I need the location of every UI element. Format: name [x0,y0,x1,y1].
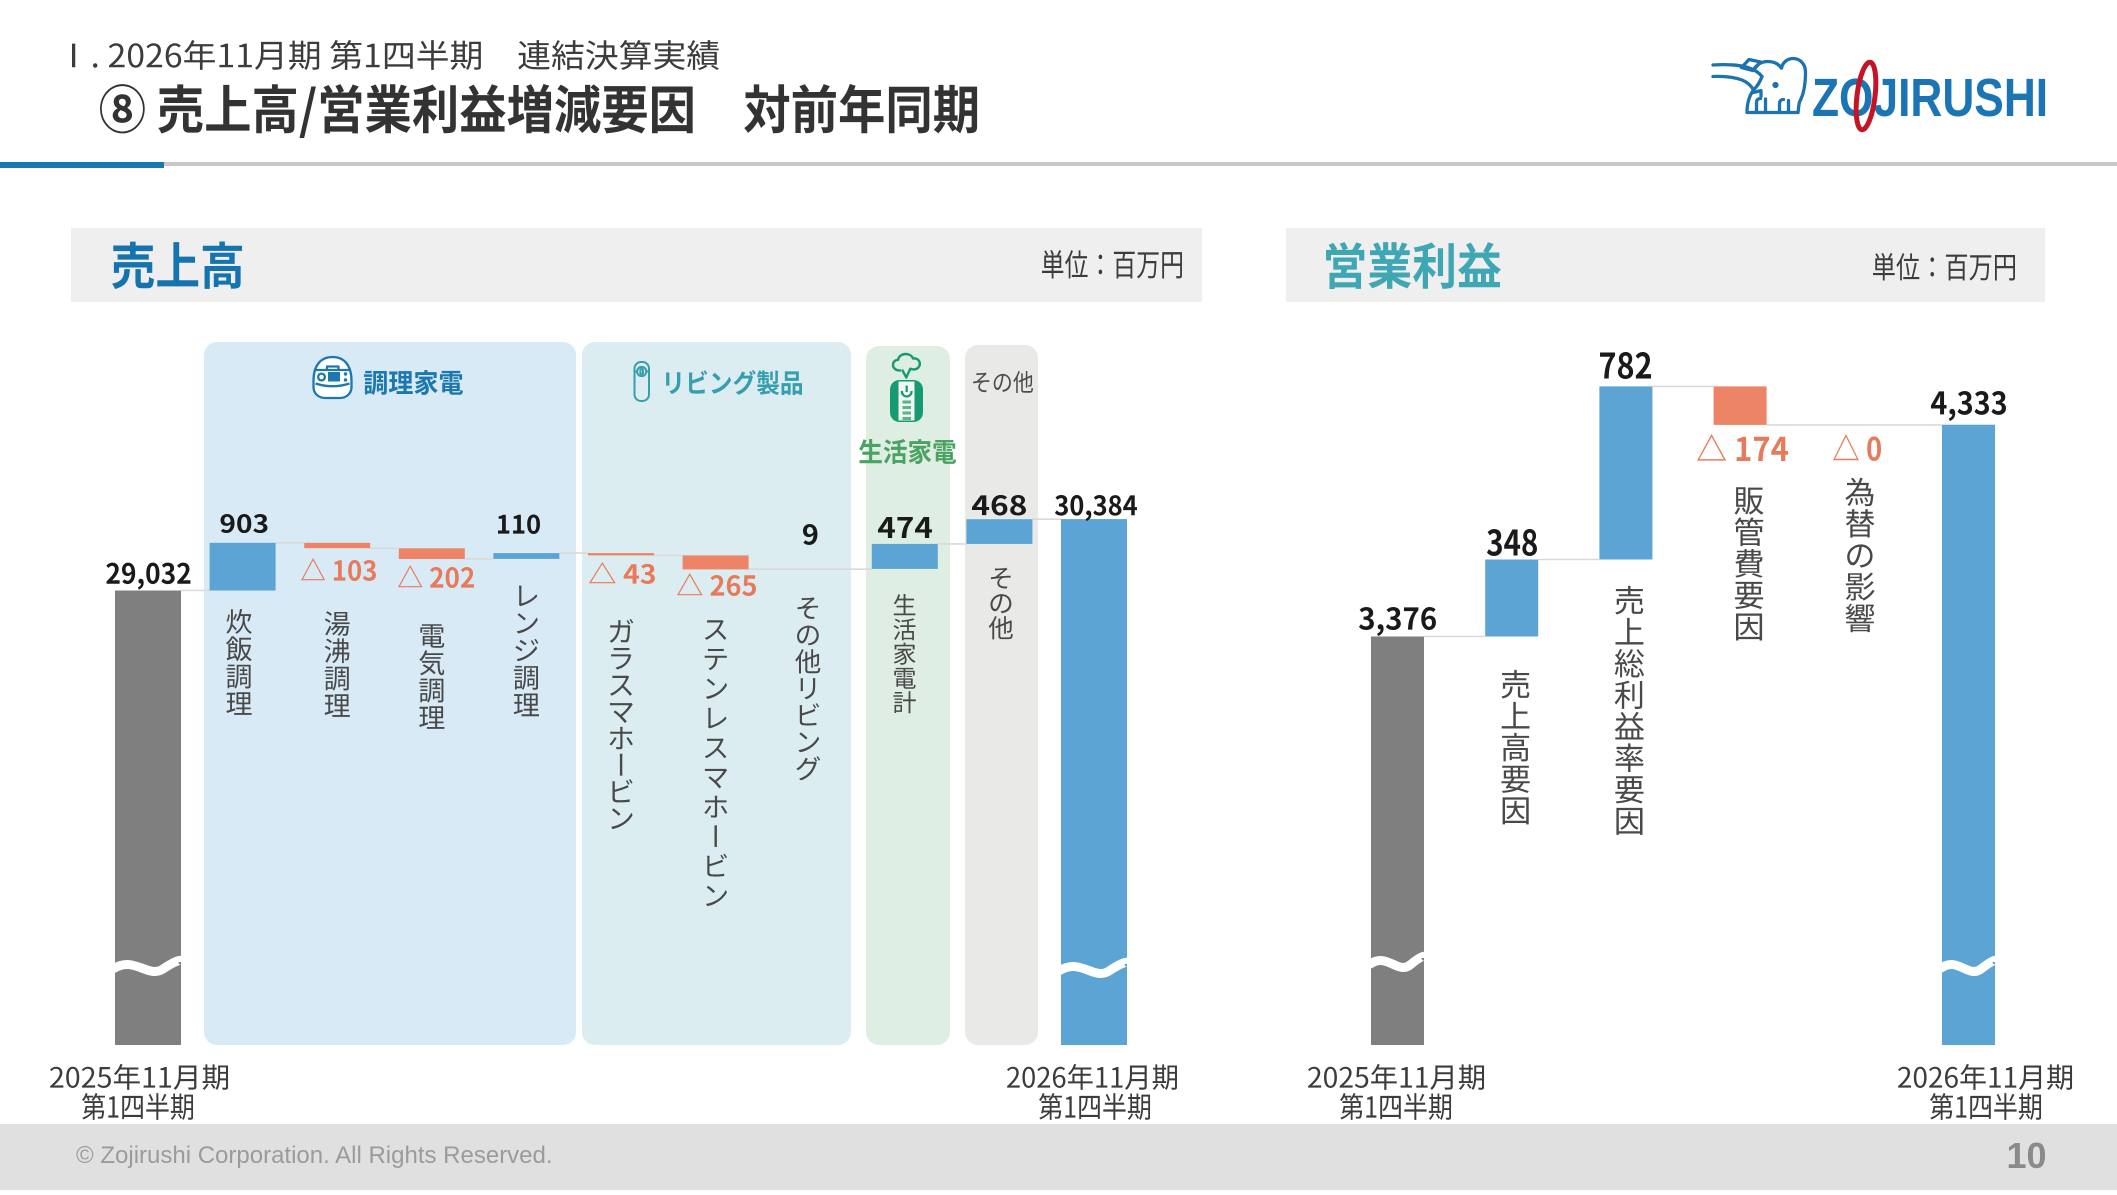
svg-text:© Zojirushi Corporation. All R: © Zojirushi Corporation. All Rights Rese… [76,1142,553,1169]
svg-text:ZOJIRUSHI: ZOJIRUSHI [1812,68,2048,128]
svg-text:10: 10 [2006,1135,2046,1176]
